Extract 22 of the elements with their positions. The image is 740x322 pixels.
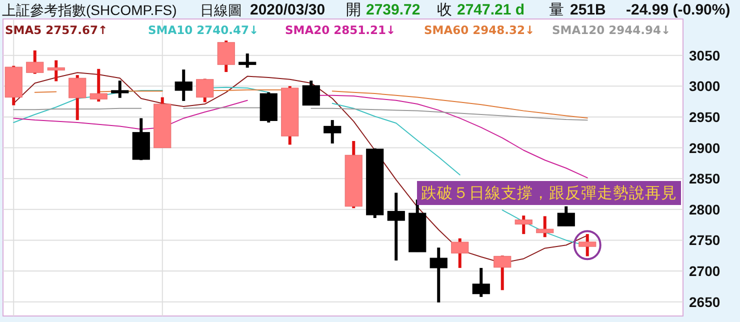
y-tick-label: 2850 [689, 170, 720, 187]
text: 2747.21 d [457, 2, 525, 18]
text: 開 [346, 2, 361, 18]
y-tick-label: 2650 [689, 294, 720, 310]
text: 2020/03/30 [250, 2, 326, 18]
y-tick-label: 2950 [689, 108, 720, 125]
annotation: 跌破５日線支撐，跟反彈走勢說再見 [421, 184, 677, 202]
y-tick-label: 2750 [689, 232, 720, 248]
note: 跌破５日線支撐，跟反彈走勢說再見 [417, 181, 681, 205]
text: -24.99 (-0.90%) [626, 2, 730, 18]
chart-subtitle: 日線圖 [200, 2, 242, 18]
y-tick-label: 3000 [689, 78, 720, 94]
y-tick-label: 3050 [689, 47, 720, 64]
y-tick-label: 2700 [689, 263, 720, 280]
y-tick-label: 2900 [689, 140, 720, 156]
y-tick-label: 2800 [689, 201, 720, 218]
text: 收 [437, 2, 452, 18]
text: 251B [570, 2, 606, 18]
legend: SMA5 2757.67↑ SMA10 2740.47↓ SMA20 2851.21↓ SMA60 2948.32↓ SMA120 2944.94↓ [5, 23, 671, 37]
chart-title: 上証參考指數(SHCOMP.FS) [2, 2, 177, 18]
text: 量 [549, 2, 564, 18]
text: 2739.72 [366, 2, 420, 18]
